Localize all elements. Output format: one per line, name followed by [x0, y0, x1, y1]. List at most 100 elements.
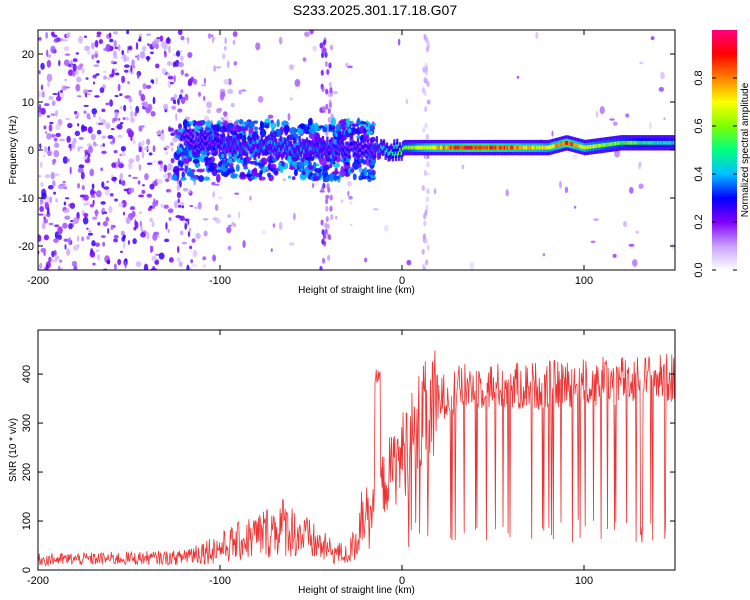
spectrogram-cell — [247, 122, 255, 129]
spectrogram-cell — [328, 81, 332, 88]
ridge-core — [492, 145, 495, 150]
spectrogram-cell — [364, 257, 368, 263]
ridge-core — [292, 143, 295, 148]
spectrogram-cell — [87, 145, 93, 154]
spectrogram-cell — [278, 221, 283, 230]
ridge-core — [438, 145, 441, 150]
spectrogram-cell — [261, 230, 266, 235]
spectrogram-cell — [327, 234, 332, 241]
ridge-core — [486, 145, 489, 150]
ridge-core — [260, 141, 263, 146]
spectrogram-cell — [347, 65, 353, 69]
spectrogram-cell — [358, 167, 363, 173]
spectrogram-cell — [314, 122, 319, 131]
ridge-core — [582, 145, 585, 150]
spectrogram-cell — [112, 117, 118, 122]
spectrogram-cell — [239, 171, 246, 178]
spectrogram-cell — [102, 220, 108, 227]
ridge-core — [266, 141, 269, 146]
ridge-core — [544, 145, 547, 150]
spectrogram-cell — [142, 83, 147, 90]
ridge-core — [192, 134, 195, 139]
ridge-core — [298, 141, 301, 146]
ridge-core — [321, 141, 325, 146]
ridge-core — [499, 145, 502, 150]
ridge-core — [474, 145, 477, 150]
spectrogram-cell — [187, 80, 192, 87]
spectrogram-cell — [120, 56, 125, 60]
ridge-core — [630, 140, 633, 145]
ridge-core — [352, 147, 355, 152]
ridge-core — [468, 145, 472, 150]
spectrogram-cell — [424, 106, 428, 113]
spectrogram-cell — [422, 127, 426, 134]
ridge-core — [343, 151, 346, 156]
spectrogram-cell — [64, 86, 71, 89]
ridge-core — [396, 144, 399, 149]
spectrogram-cell — [314, 168, 323, 174]
spectrogram-cell — [41, 222, 46, 230]
ridge-core — [522, 145, 526, 150]
ridge-core — [586, 145, 590, 150]
spectrogram-cell — [62, 38, 68, 42]
spectrogram-cell — [123, 69, 129, 73]
spectrogram-cell — [297, 127, 304, 135]
spectrogram-cell — [180, 96, 186, 105]
spectrogram-cell — [163, 164, 168, 173]
ridge-core — [326, 142, 329, 147]
spectrogram-cell — [61, 85, 67, 91]
colorbar-label: Normalized spectral amplitude — [740, 82, 750, 217]
spectrogram-cell — [119, 122, 124, 125]
ridge-core — [482, 145, 485, 150]
ridge-core — [383, 145, 386, 149]
spectrogram-cell — [105, 122, 111, 129]
spectrogram-cell — [98, 122, 104, 125]
spectrogram-cell — [103, 70, 107, 74]
spectrogram-cell — [180, 89, 184, 94]
spectrogram-cell — [86, 227, 89, 230]
ridge-core — [227, 138, 230, 143]
ridge-core — [353, 151, 357, 156]
spectrogram-cell — [135, 154, 140, 162]
ridge-core — [665, 140, 668, 145]
ridge-core — [604, 142, 607, 147]
ridge-core — [190, 138, 194, 143]
ridge-core — [387, 151, 390, 156]
spectrogram-cell — [638, 183, 644, 189]
spectrogram-cell — [215, 218, 221, 224]
spectrogram-cell — [130, 117, 136, 123]
spectrogram-cell — [270, 163, 277, 169]
spectrogram-cell — [114, 46, 119, 50]
spectrogram-cell — [46, 211, 51, 218]
ridge-core — [185, 133, 188, 138]
ridge-core — [624, 140, 627, 145]
ridge-core — [616, 141, 619, 146]
spectrogram-cells — [38, 30, 675, 270]
ridge-core — [233, 142, 236, 147]
spectrogram-cell — [238, 211, 241, 219]
ridge-core — [313, 148, 316, 152]
spectrogram-cell — [347, 181, 352, 187]
spectrogram-cell — [270, 248, 273, 253]
spectrogram-cell — [288, 64, 295, 71]
ridge-core — [466, 145, 469, 150]
ridge-core — [217, 138, 220, 143]
spectrogram-cell — [78, 35, 83, 44]
spectrogram-cell — [505, 189, 509, 197]
spectrogram-cell — [84, 45, 90, 52]
spectrogram-cell — [348, 201, 353, 205]
spectrogram-cell — [207, 167, 213, 172]
spectrogram-cell — [320, 52, 325, 59]
spectrogram-cell — [423, 33, 427, 40]
spectrogram-cell — [48, 196, 53, 204]
spectrogram-cell — [551, 130, 554, 137]
spectrogram-cell — [173, 93, 178, 100]
spectrogram-cell — [43, 251, 46, 257]
x-tick-label: -100 — [209, 575, 231, 587]
spectrogram-cell — [118, 44, 121, 52]
spectrogram-cell — [307, 118, 313, 126]
ridge-core — [659, 140, 662, 145]
spectrogram-cell — [329, 87, 333, 94]
ridge-core — [221, 144, 224, 148]
spectrogram-cell — [328, 123, 332, 131]
